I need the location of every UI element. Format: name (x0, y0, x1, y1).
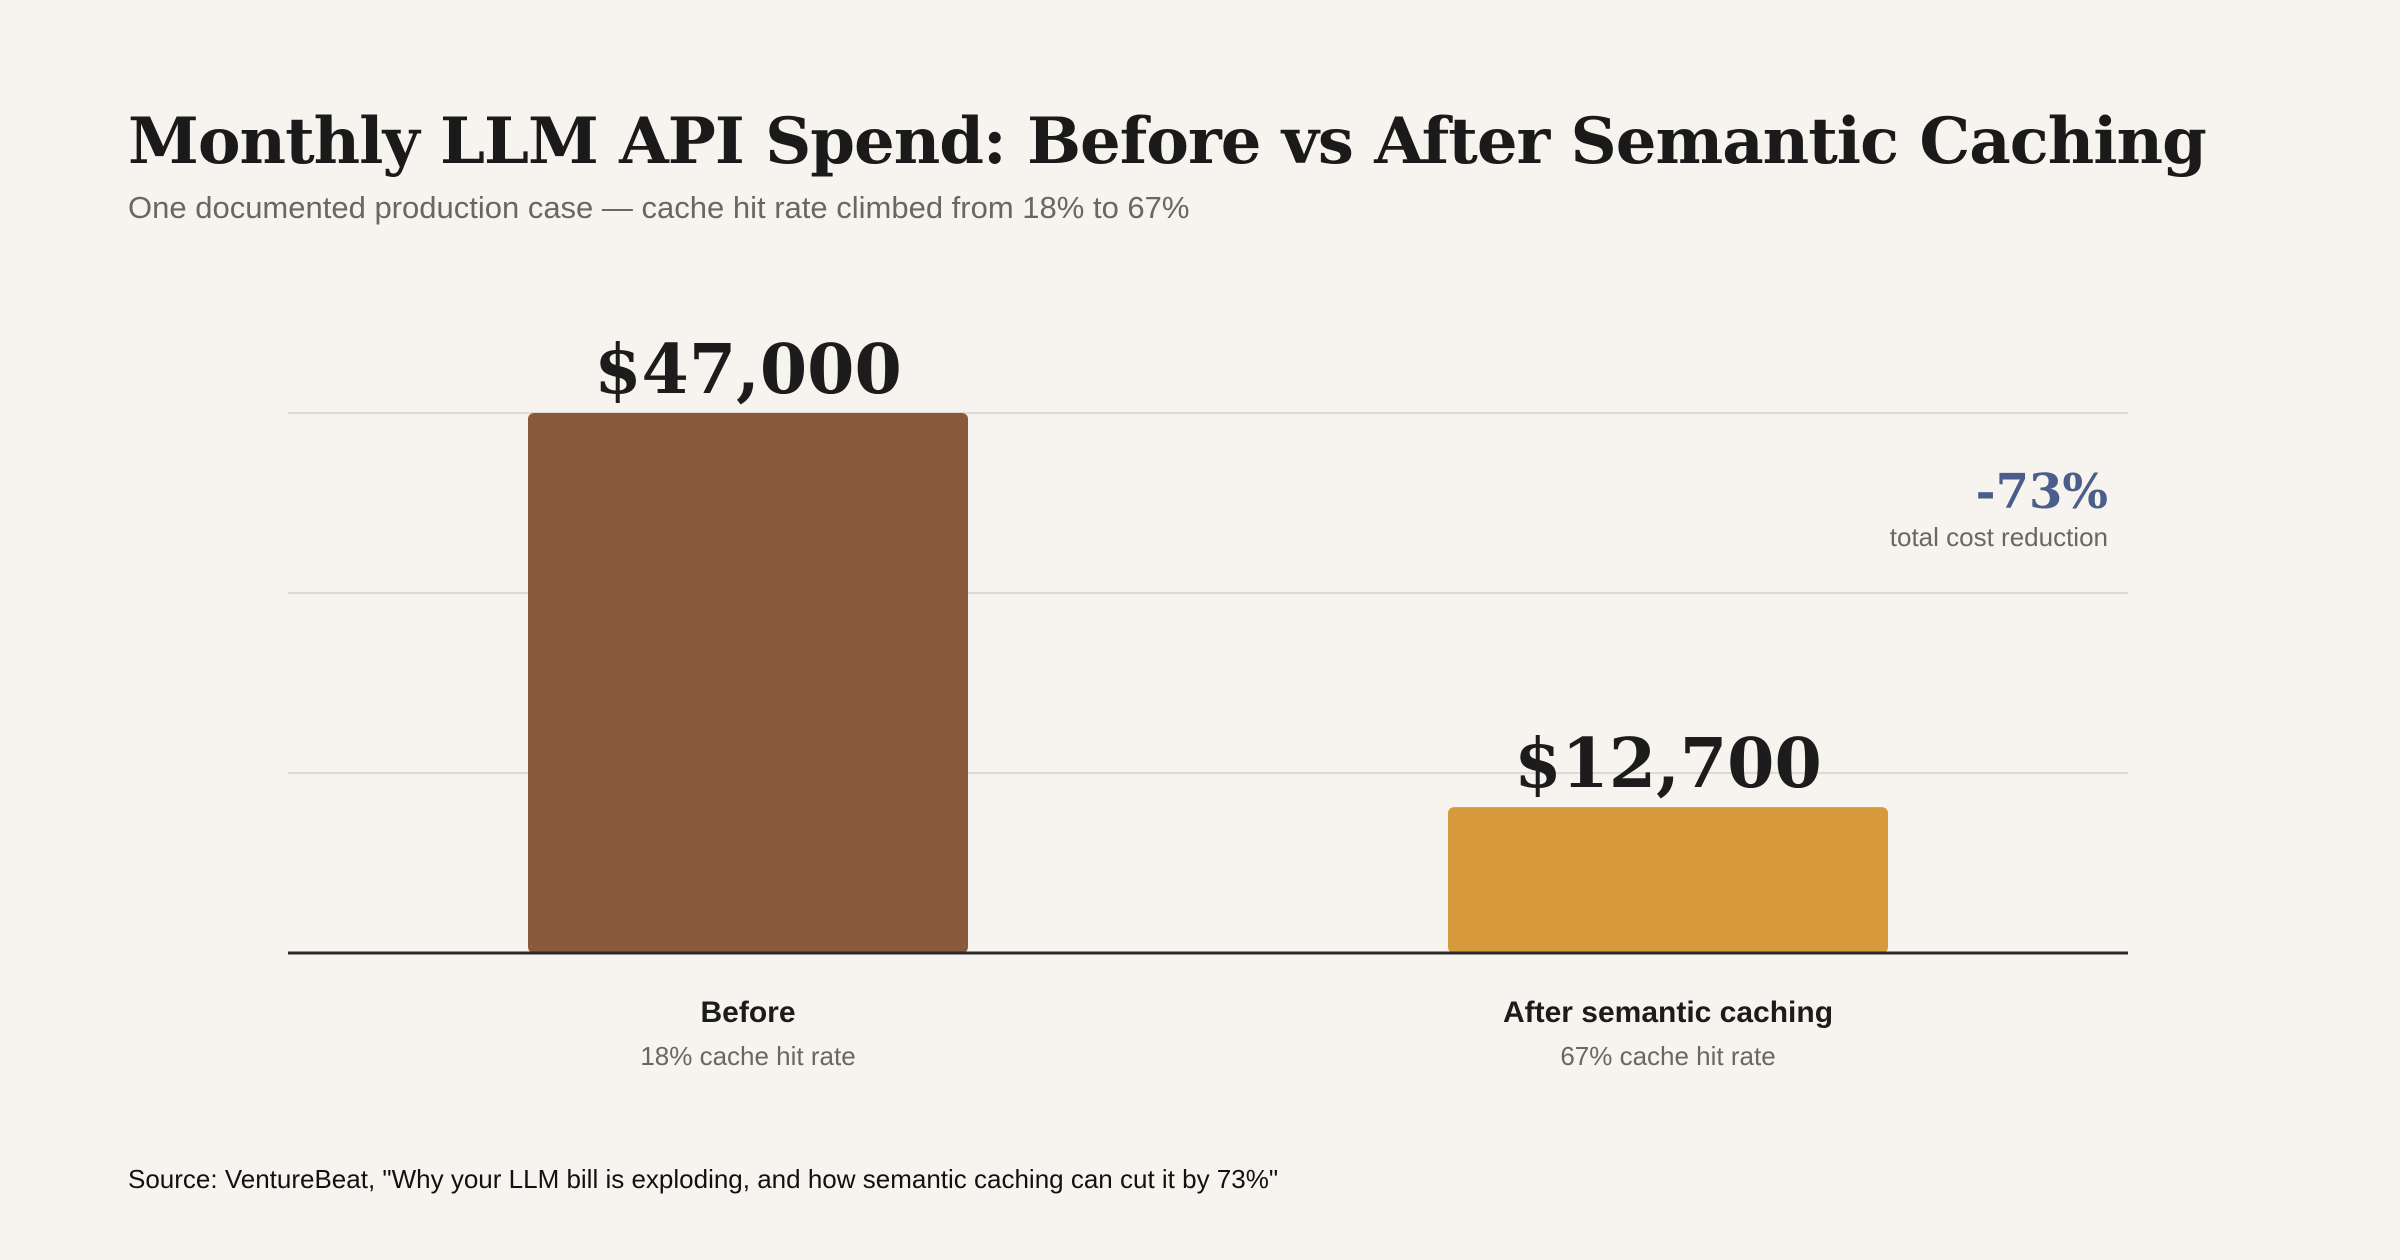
reduction-value: -73% (1976, 464, 2108, 520)
category-sublabel: 18% cache hit rate (640, 1041, 855, 1071)
chart-title: Monthly LLM API Spend: Before vs After S… (128, 104, 2207, 179)
category-label: After semantic caching (1503, 996, 1833, 1029)
category-sublabel: 67% cache hit rate (1560, 1041, 1775, 1071)
bar-before (528, 413, 968, 953)
bars (528, 413, 1888, 953)
reduction-label: total cost reduction (1890, 522, 2108, 552)
bar-after (1448, 807, 1888, 953)
bar-value-label: $47,000 (594, 330, 902, 410)
category-label: Before (700, 996, 795, 1029)
source-note: Source: VentureBeat, "Why your LLM bill … (128, 1164, 1279, 1194)
chart-subtitle: One documented production case — cache h… (128, 190, 1190, 225)
bar-value-label: $12,700 (1514, 724, 1822, 804)
bar-labels: $47,000 Before 18% cache hit rate $12,700 Af… (594, 330, 1833, 1071)
cost-reduction-annotation: -73% total cost reduction (1890, 464, 2108, 552)
